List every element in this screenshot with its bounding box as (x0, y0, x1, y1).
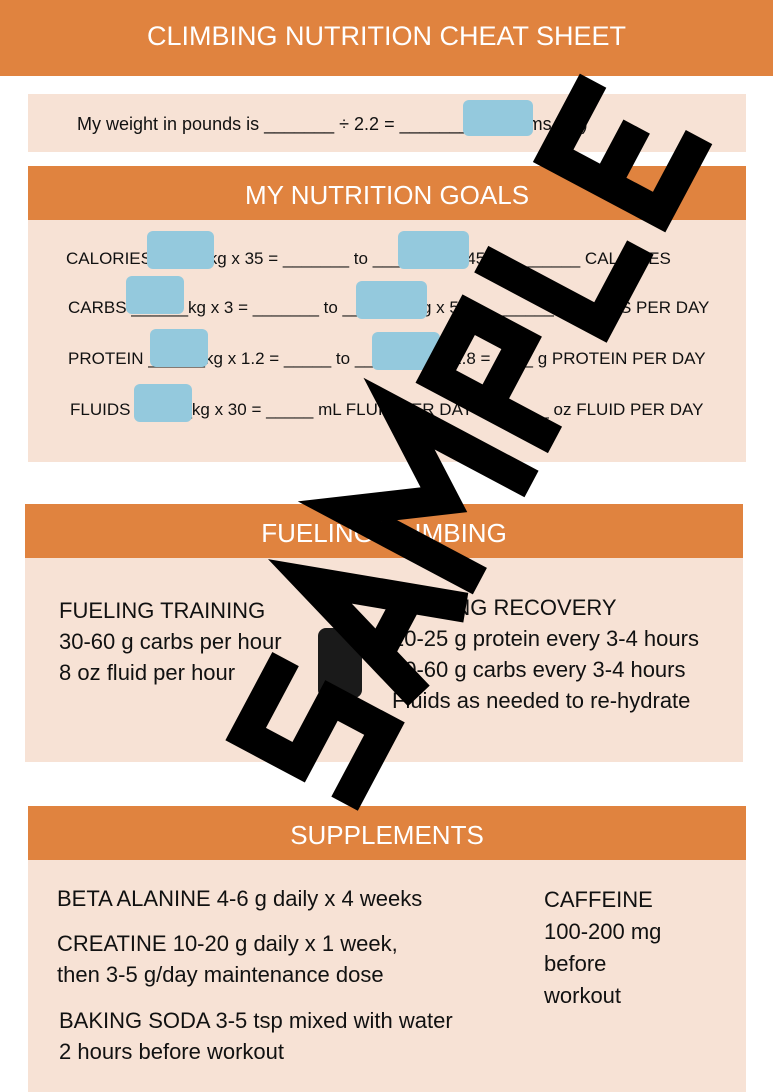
fluids-kg-input[interactable] (134, 384, 192, 422)
supplement-caffeine: CAFFEINE 100-200 mg before workout (544, 884, 661, 1012)
carbs-kg-input[interactable] (126, 276, 184, 314)
training-line: 8 oz fluid per hour (59, 660, 236, 685)
supplement-creatine: CREATINE 10-20 g daily x 1 week, then 3-… (57, 928, 398, 990)
training-line: 30-60 g carbs per hour (59, 629, 282, 654)
weight-line: My weight in pounds is _______ ÷ 2.2 = _… (77, 114, 588, 134)
baking-soda-line: BAKING SODA 3-5 tsp mixed with water (59, 1008, 453, 1033)
supplement-baking-soda: BAKING SODA 3-5 tsp mixed with water 2 h… (59, 1005, 453, 1067)
caffeine-line: CAFFEINE (544, 887, 653, 912)
fueling-training: FUELING TRAINING 30-60 g carbs per hour … (59, 595, 282, 688)
page-title: CLIMBING NUTRITION CHEAT SHEET (0, 0, 773, 76)
recovery-line: 20-25 g protein every 3-4 hours (392, 626, 699, 651)
protein-kg-input[interactable] (150, 329, 208, 367)
carbs-to-input[interactable] (356, 281, 427, 319)
recovery-line: 40-60 g carbs every 3-4 hours (392, 657, 686, 682)
goals-heading: MY NUTRITION GOALS (28, 166, 746, 220)
supplements-heading: SUPPLEMENTS (28, 806, 746, 860)
supplement-beta-alanine: BETA ALANINE 4-6 g daily x 4 weeks (57, 886, 423, 911)
fueling-heading: FUELING CLIMBING (25, 504, 743, 558)
calories-to-input[interactable] (398, 231, 469, 269)
caffeine-line: workout (544, 983, 622, 1008)
recovery-title: FUELING RECOVERY (392, 595, 617, 620)
protein-to-input[interactable] (372, 332, 440, 370)
fueling-recovery: FUELING RECOVERY 20-25 g protein every 3… (392, 592, 699, 716)
water-bottle-icon (318, 628, 362, 698)
recovery-line: Fluids as needed to re-hydrate (392, 688, 691, 713)
training-title: FUELING TRAINING (59, 598, 266, 623)
kg-input[interactable] (463, 100, 533, 136)
creatine-line: then 3-5 g/day maintenance dose (57, 962, 384, 987)
baking-soda-line: 2 hours before workout (59, 1039, 285, 1064)
caffeine-line: before (544, 951, 607, 976)
caffeine-line: 100-200 mg (544, 919, 662, 944)
creatine-line: CREATINE 10-20 g daily x 1 week, (57, 931, 398, 956)
calories-kg-input[interactable] (147, 231, 214, 269)
